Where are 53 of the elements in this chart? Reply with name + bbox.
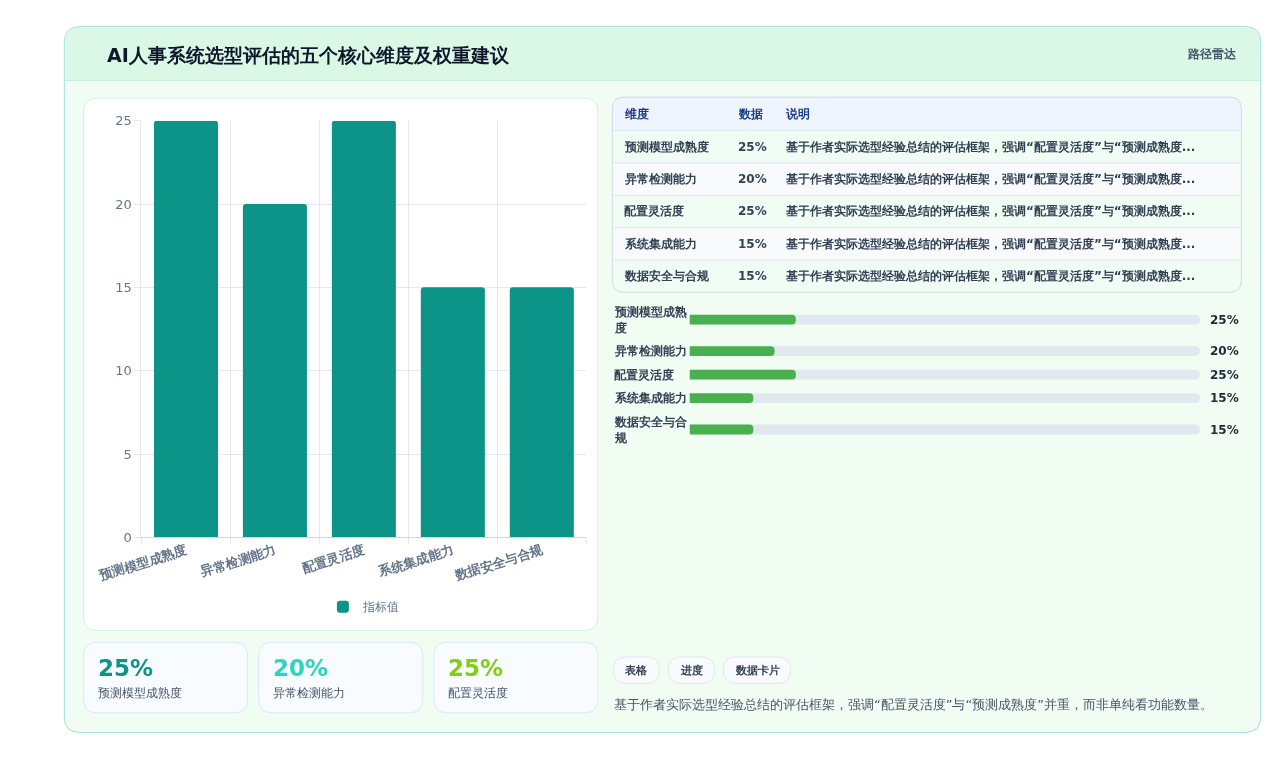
x-tick-label: 配置灵活度 (300, 542, 367, 576)
category-label: 预测模型成熟度 (98, 686, 182, 700)
y-tick-label: 预测模型成熟度 (614, 305, 687, 335)
text: 说明 (785, 107, 810, 121)
data-label: 15% (1210, 391, 1239, 405)
text: 20% (738, 172, 767, 186)
legend-label: 指标值 (361, 600, 399, 615)
text: 路径雷达 (1187, 47, 1237, 61)
category-label: 系统集成能力 (624, 237, 697, 251)
text: 基于作者实际选型经验总结的评估框架，强调“配置灵活度”与“预测成熟度... (785, 269, 1196, 283)
y-tick-label: 0 (123, 529, 132, 545)
data-label: 25% (1210, 368, 1239, 382)
category-label: 异常检测能力 (273, 686, 345, 700)
x-tick-label: 异常检测能力 (197, 542, 278, 580)
text: 基于作者实际选型经验总结的评估框架，强调“配置灵活度”与“预测成熟度... (785, 172, 1196, 186)
category-label: 配置灵活度 (448, 686, 508, 700)
category-label: 异常检测能力 (624, 172, 697, 186)
text: 维度 (624, 107, 649, 121)
y-tick-label: 异常检测能力 (614, 344, 687, 358)
y-tick-label: 配置灵活度 (614, 368, 674, 382)
category-label: 预测模型成熟度 (624, 140, 709, 154)
y-tick-label: 数据安全与合规 (614, 415, 688, 445)
y-tick-label: 25 (115, 113, 132, 129)
text: 基于作者实际选型经验总结的评估框架，强调“配置灵活度”与“预测成熟度... (785, 140, 1196, 154)
text: 基于作者实际选型经验总结的评估框架，强调“配置灵活度”与“预测成熟度”并重，而非单纯看功能数量。 (614, 697, 1213, 712)
y-tick-label: 20 (115, 196, 132, 212)
text: AI人事系统选型评估的五个核心维度及权重建议 (107, 44, 510, 66)
bar (509, 287, 574, 538)
text: 25% (738, 204, 767, 218)
category-label: 数据安全与合规 (624, 269, 710, 283)
bar (420, 287, 485, 538)
text: 进度 (680, 664, 703, 677)
data-label: 25% (1210, 313, 1239, 327)
data-label: 20% (1210, 344, 1239, 358)
text: 表格 (624, 664, 648, 677)
text: 25% (738, 140, 767, 154)
text: 基于作者实际选型经验总结的评估框架，强调“配置灵活度”与“预测成熟度... (785, 237, 1196, 251)
text: 数据 (738, 107, 763, 121)
bar (153, 120, 218, 538)
y-tick-label: 系统集成能力 (614, 391, 687, 405)
text: 15% (738, 237, 767, 251)
text: 基于作者实际选型经验总结的评估框架，强调“配置灵活度”与“预测成熟度... (785, 204, 1196, 218)
text: 15% (738, 269, 767, 283)
data-label: 15% (1210, 423, 1239, 437)
text: 20% (273, 655, 329, 681)
y-tick-label: 5 (123, 446, 132, 462)
text: 25% (448, 655, 504, 681)
bar (242, 204, 307, 538)
text: 数据卡片 (735, 664, 780, 677)
bar (331, 120, 396, 538)
y-tick-label: 10 (115, 363, 132, 379)
y-tick-label: 15 (115, 279, 132, 295)
text: 25% (98, 655, 154, 681)
